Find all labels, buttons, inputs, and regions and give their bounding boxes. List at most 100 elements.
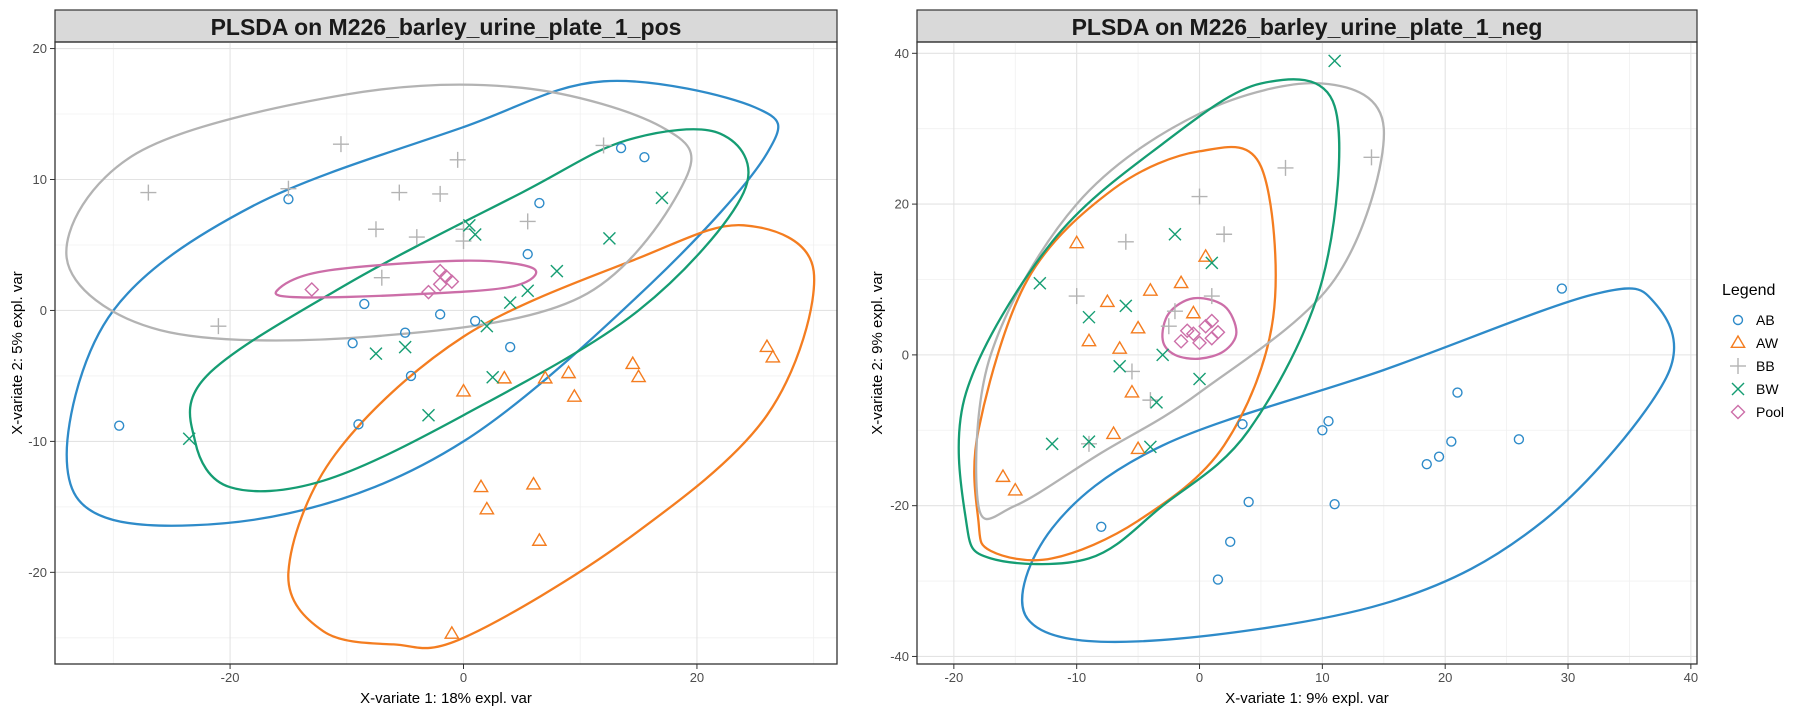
panel-strip-pos <box>54 9 838 43</box>
point-ab <box>1452 387 1463 398</box>
point-ab <box>1237 419 1248 430</box>
point-aw <box>764 349 781 363</box>
point-aw <box>1124 384 1140 398</box>
point-aw <box>1105 425 1122 440</box>
point-bb <box>1277 159 1294 176</box>
legend-label: AB <box>1756 312 1775 328</box>
point-ab <box>113 420 125 431</box>
point-aw <box>496 370 513 384</box>
point-ab <box>1225 536 1236 548</box>
point-bw <box>1156 348 1170 362</box>
legend-label: BW <box>1756 381 1779 397</box>
point-pool <box>1179 323 1195 339</box>
ellipse-ab <box>65 79 780 527</box>
point-bw <box>550 264 564 278</box>
point-bb <box>140 184 157 201</box>
point-aw <box>1173 274 1189 289</box>
point-pool <box>1198 318 1214 334</box>
x-tick-label: -20 <box>944 670 963 685</box>
point-aw <box>1142 282 1159 296</box>
point-ab <box>1317 425 1328 436</box>
legend-entry-pool: Pool <box>1730 404 1784 420</box>
point-bw <box>1328 54 1342 68</box>
y-tick-label: -20 <box>28 565 47 580</box>
y-tick-label: -10 <box>28 434 47 449</box>
point-pool <box>304 282 320 297</box>
point-aw <box>1099 293 1116 308</box>
point-bb <box>1080 435 1097 452</box>
point-ab <box>639 152 650 163</box>
x-axis-title-neg: X-variate 1: 9% expl. var <box>1225 690 1388 707</box>
y-tick-label: 20 <box>895 197 909 212</box>
point-aw <box>1111 340 1128 354</box>
ellipse-aw <box>287 223 816 650</box>
legend-entry-bb: BB <box>1730 358 1775 374</box>
point-bw <box>182 432 196 446</box>
panel-border-neg <box>916 41 1698 665</box>
point-ab <box>405 370 417 382</box>
point-ab <box>469 315 481 327</box>
point-aw <box>1130 440 1146 455</box>
point-pool <box>1204 330 1220 346</box>
point-aw <box>537 370 554 384</box>
point-aw <box>995 468 1011 483</box>
point-bw <box>468 227 482 241</box>
point-ab <box>434 309 446 320</box>
legend-label: Pool <box>1756 404 1784 420</box>
panel-neg: PLSDA on M226_barley_urine_plate_1_neg -… <box>869 9 1698 707</box>
point-bb <box>1363 149 1380 166</box>
point-aw <box>1068 234 1085 249</box>
point-aw <box>566 388 583 402</box>
point-ab <box>504 341 516 353</box>
point-bb <box>1123 363 1140 380</box>
panel-title-neg: PLSDA on M226_barley_urine_plate_1_neg <box>1072 14 1543 40</box>
point-aw <box>443 625 460 639</box>
point-bw <box>1150 395 1164 409</box>
legend-label: BB <box>1756 358 1775 374</box>
point-bb <box>1216 226 1233 243</box>
point-ab <box>1513 434 1525 445</box>
panel-pos: PLSDA on M226_barley_urine_plate_1_pos -… <box>9 9 838 707</box>
point-bb <box>1117 233 1134 250</box>
y-tick-label: 20 <box>33 41 47 56</box>
legend-key-aw <box>1730 334 1746 349</box>
ellipse-bb <box>65 83 693 342</box>
point-aw <box>630 368 647 383</box>
x-tick-label: 20 <box>1438 670 1452 685</box>
y-axis-title-neg: X-variate 2: 9% expl. var <box>869 271 886 434</box>
point-bb <box>210 318 227 335</box>
point-bw <box>369 347 383 361</box>
point-bb <box>1068 288 1085 305</box>
legend-label: AW <box>1756 335 1779 351</box>
point-ab <box>1096 521 1107 532</box>
point-pool <box>421 284 436 300</box>
point-bb <box>373 269 390 286</box>
point-bw <box>503 296 517 310</box>
point-bb <box>1160 318 1177 335</box>
point-bw <box>421 408 435 422</box>
point-ab <box>522 248 533 260</box>
point-ab <box>359 298 370 310</box>
point-ab <box>353 419 364 430</box>
legend-entry-ab: AB <box>1732 312 1775 328</box>
x-tick-label: 0 <box>460 670 467 685</box>
x-tick-label: -20 <box>221 670 240 685</box>
point-bw <box>1168 227 1182 241</box>
point-bw <box>1143 440 1157 454</box>
point-aw <box>1081 332 1097 347</box>
point-aw <box>531 532 548 546</box>
point-pool <box>432 276 448 292</box>
point-ab <box>1212 574 1224 585</box>
point-bb <box>391 184 408 201</box>
ellipse-aw <box>973 145 1277 562</box>
point-bw <box>462 218 476 232</box>
legend-entry-aw: AW <box>1730 334 1779 351</box>
point-ab <box>347 337 358 349</box>
panel-strip-neg <box>916 9 1698 43</box>
x-axis-title-pos: X-variate 1: 18% expl. var <box>360 690 532 707</box>
point-ab <box>615 142 627 154</box>
y-tick-label: 0 <box>40 303 47 318</box>
point-pool <box>1192 335 1208 351</box>
point-bb <box>595 137 612 154</box>
